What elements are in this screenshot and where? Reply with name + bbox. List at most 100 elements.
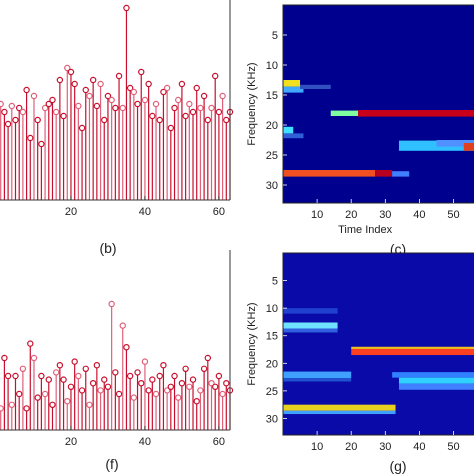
stem-marker [12, 116, 19, 124]
stem-marker [0, 100, 4, 108]
stem-marker [152, 390, 160, 398]
stem-marker [41, 104, 49, 112]
stem-marker [134, 100, 141, 108]
stem-marker [149, 376, 156, 383]
stem-marker [34, 394, 41, 401]
stem-marker [160, 88, 167, 96]
stem-marker [163, 84, 171, 92]
x-tick-label: 20 [65, 436, 77, 448]
stem-marker [1, 108, 8, 116]
heatmap-cell [283, 322, 338, 329]
y-tick-label: 10 [266, 303, 278, 315]
stem-marker [167, 383, 175, 390]
stem-marker [64, 64, 71, 72]
heatmap-cell [351, 348, 474, 356]
stem-marker [149, 112, 156, 120]
stem-marker [119, 104, 126, 112]
heatmap-cell [283, 328, 338, 333]
stem-marker [178, 80, 186, 88]
stem-marker [78, 124, 86, 132]
x-tick-label: 40 [139, 206, 151, 218]
x-tick-label: 40 [139, 436, 151, 448]
heatmap-cell [283, 308, 338, 314]
stem-marker [8, 401, 15, 408]
stem-marker [75, 372, 82, 380]
stem-marker [93, 362, 101, 369]
heatmap-cell [283, 170, 376, 177]
heatmap-cell [463, 143, 474, 151]
heatmap-cell [330, 110, 359, 116]
stem-marker [41, 390, 49, 398]
y-tick-label: 20 [266, 358, 278, 370]
y-axis-label: Frequency (KHz) [246, 302, 258, 385]
stem-marker [138, 380, 145, 387]
stem-marker [23, 86, 30, 94]
stem-marker [0, 405, 4, 412]
stem-marker [130, 88, 138, 96]
stem-marker [60, 112, 67, 120]
x-tick-label: 50 [447, 441, 459, 453]
stem-marker [186, 100, 193, 108]
stem-marker [115, 390, 123, 398]
x-tick-label: 10 [311, 441, 323, 453]
stem-marker [78, 387, 86, 394]
stem-marker [67, 383, 75, 390]
x-tick-label: 40 [413, 441, 425, 453]
stem-marker [197, 387, 204, 394]
stem-marker [200, 92, 208, 100]
stem-marker [49, 96, 56, 104]
y-tick-label: 5 [272, 30, 278, 42]
stem-marker [56, 76, 64, 84]
y-tick-label: 25 [266, 386, 278, 398]
stem-marker [212, 72, 219, 80]
x-tick-label: 20 [345, 441, 357, 453]
stem-marker [97, 80, 104, 88]
heatmap-cell [392, 372, 474, 378]
stem-marker [208, 380, 215, 387]
stem-marker [12, 372, 19, 380]
stem-marker [186, 383, 193, 390]
heatmap-cell [283, 80, 301, 87]
y-tick-label: 5 [272, 276, 278, 288]
stem-marker [67, 68, 75, 76]
stem-marker [215, 108, 223, 116]
stem-marker [89, 380, 97, 387]
x-tick-label: 60 [213, 206, 225, 218]
stem-marker [30, 92, 38, 100]
panel-caption: (f) [105, 456, 118, 472]
heatmap-cell [398, 383, 474, 390]
panel-c: 5 10 15 20 25 30 10 20 30 40 50 Frequency (KHz) Time… [246, 4, 474, 257]
stem-marker [56, 362, 64, 369]
heatmap-cell [300, 84, 331, 89]
stem-marker [71, 358, 78, 365]
stem-marker [178, 380, 186, 387]
stem-marker [38, 140, 45, 148]
x-tick-label: 60 [213, 436, 225, 448]
stem-marker [52, 108, 60, 116]
heatmap-cell [283, 378, 352, 382]
stem-marker [86, 401, 93, 408]
heatmap-cell [283, 410, 396, 415]
stem-marker [219, 390, 226, 398]
stem-marker [200, 365, 208, 372]
stem-marker [141, 358, 149, 365]
stem-marker [138, 68, 145, 76]
stem-marker [82, 365, 89, 372]
x-axis-label: Time Index [338, 224, 393, 236]
stem-marker [145, 80, 152, 88]
stem-marker [119, 322, 126, 329]
x-tick-label: 30 [379, 209, 391, 221]
stem-marker [215, 372, 223, 380]
panel-f: 20 40 60 (f) [0, 250, 234, 472]
stem-marker [182, 112, 189, 120]
x-tick-label: 50 [447, 209, 459, 221]
y-tick-label: 30 [266, 180, 278, 192]
stem-marker [108, 300, 115, 308]
stem-marker [212, 383, 219, 390]
stem-marker [108, 96, 115, 104]
stem-marker [156, 372, 163, 380]
y-tick-label: 30 [266, 413, 278, 425]
stem-marker [160, 362, 167, 369]
stem-marker [123, 4, 130, 12]
